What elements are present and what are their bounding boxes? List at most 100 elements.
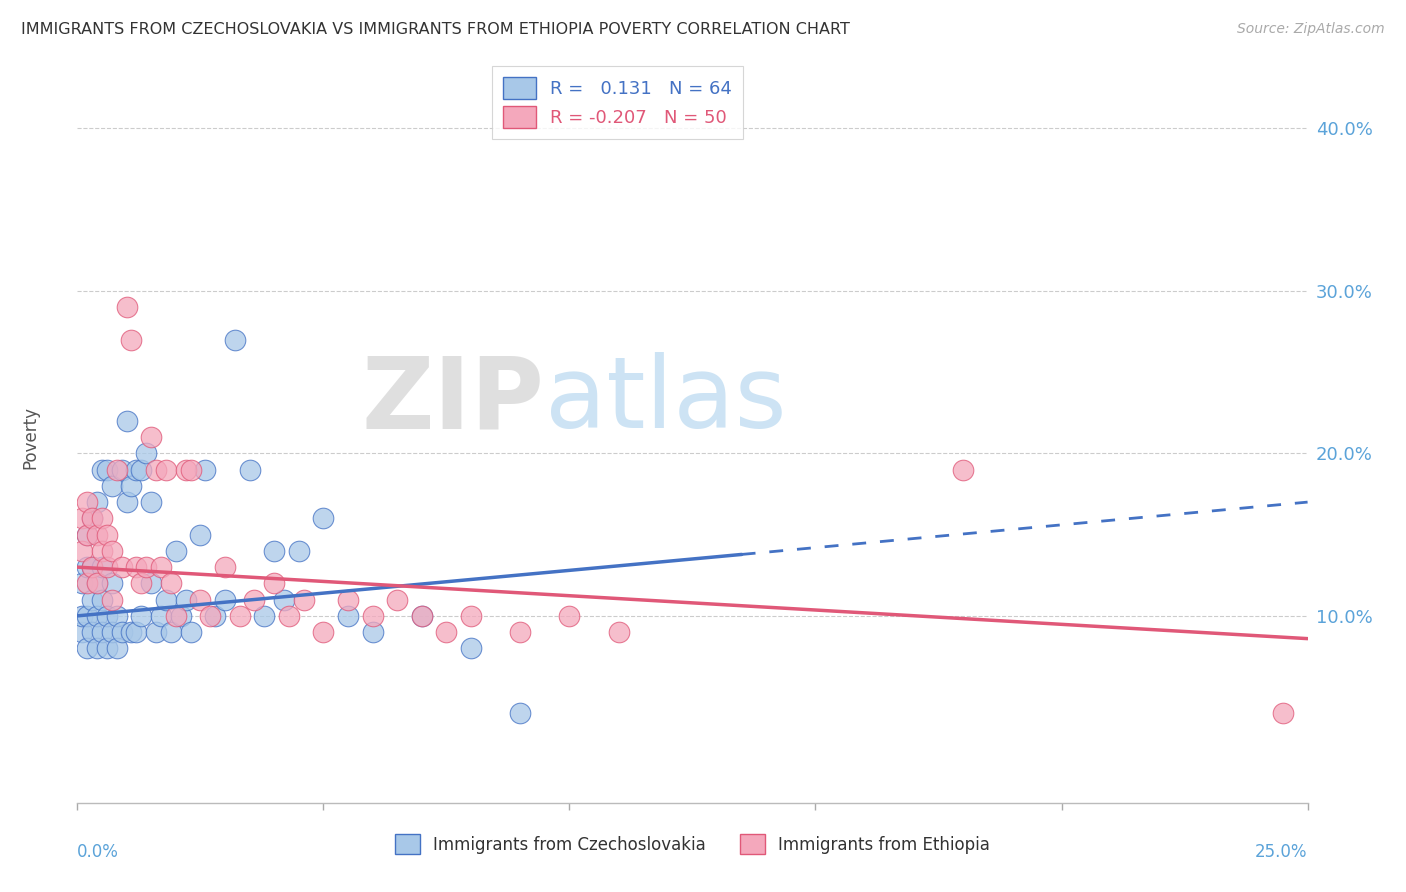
Point (141, 495, 163, 509)
Point (115, 495, 138, 509)
Point (90, 560, 114, 574)
Point (82, 511, 104, 525)
Text: IMMIGRANTS FROM CZECHOSLOVAKIA VS IMMIGRANTS FROM ETHIOPIA POVERTY CORRELATION C: IMMIGRANTS FROM CZECHOSLOVAKIA VS IMMIGR… (21, 22, 851, 37)
Point (101, 544, 124, 558)
Point (292, 592, 315, 607)
Point (82, 592, 104, 607)
Point (174, 592, 197, 607)
Point (188, 527, 212, 541)
Point (145, 625, 167, 640)
Point (200, 608, 222, 623)
Point (111, 625, 132, 640)
Point (101, 592, 124, 607)
Point (509, 625, 531, 640)
Point (90, 511, 114, 525)
Point (76, 527, 98, 541)
Point (228, 608, 252, 623)
Point (278, 608, 301, 623)
Point (141, 576, 163, 591)
Point (253, 608, 276, 623)
Legend: Immigrants from Czechoslovakia, Immigrants from Ethiopia: Immigrants from Czechoslovakia, Immigran… (388, 828, 997, 860)
Point (558, 608, 581, 623)
Point (82, 560, 104, 574)
Point (150, 608, 173, 623)
Point (111, 560, 132, 574)
Point (76, 495, 98, 509)
Point (76, 641, 98, 656)
Point (121, 333, 143, 347)
Point (86, 576, 108, 591)
Point (180, 625, 202, 640)
Point (96, 608, 118, 623)
Point (288, 544, 311, 558)
Point (101, 479, 124, 493)
Point (90, 592, 114, 607)
Point (86, 495, 108, 509)
Point (90, 625, 114, 640)
Text: 0.0%: 0.0% (77, 843, 120, 861)
Point (76, 560, 98, 574)
Point (361, 608, 384, 623)
Point (129, 462, 153, 476)
Point (70, 544, 93, 558)
Point (129, 608, 153, 623)
Point (214, 592, 236, 607)
Point (361, 625, 384, 640)
Point (214, 560, 236, 574)
Point (263, 576, 285, 591)
Point (243, 592, 266, 607)
Point (509, 706, 531, 721)
Point (273, 592, 295, 607)
Point (105, 462, 128, 476)
Point (76, 576, 98, 591)
Point (96, 641, 118, 656)
Point (82, 511, 104, 525)
Point (125, 625, 148, 640)
Point (165, 544, 187, 558)
Point (135, 560, 157, 574)
Point (460, 641, 482, 656)
Point (239, 462, 262, 476)
Point (1272, 706, 1295, 721)
Point (111, 462, 132, 476)
Point (105, 608, 128, 623)
Point (385, 592, 409, 607)
Point (96, 527, 118, 541)
Point (90, 462, 114, 476)
Point (90, 544, 114, 558)
Text: ZIP: ZIP (361, 352, 546, 449)
Point (160, 625, 183, 640)
Point (165, 608, 187, 623)
Point (86, 576, 108, 591)
Point (101, 576, 124, 591)
Point (145, 462, 167, 476)
Text: atlas: atlas (546, 352, 786, 449)
Point (121, 479, 143, 493)
Point (141, 430, 163, 444)
Point (76, 608, 98, 623)
Point (96, 560, 118, 574)
Point (180, 462, 202, 476)
Text: 25.0%: 25.0% (1256, 843, 1308, 861)
Point (263, 544, 285, 558)
Point (150, 560, 173, 574)
Point (135, 446, 157, 460)
Point (70, 576, 93, 591)
Point (86, 527, 108, 541)
Point (115, 414, 138, 428)
Text: Source: ZipAtlas.com: Source: ZipAtlas.com (1237, 22, 1385, 37)
Point (170, 608, 193, 623)
Point (86, 608, 108, 623)
Point (188, 592, 212, 607)
Point (436, 625, 458, 640)
Point (82, 560, 104, 574)
Point (411, 608, 433, 623)
Point (174, 462, 197, 476)
Point (82, 625, 104, 640)
Point (204, 608, 226, 623)
Point (337, 592, 360, 607)
Point (96, 462, 118, 476)
Point (194, 462, 217, 476)
Point (70, 511, 93, 525)
Point (155, 462, 177, 476)
